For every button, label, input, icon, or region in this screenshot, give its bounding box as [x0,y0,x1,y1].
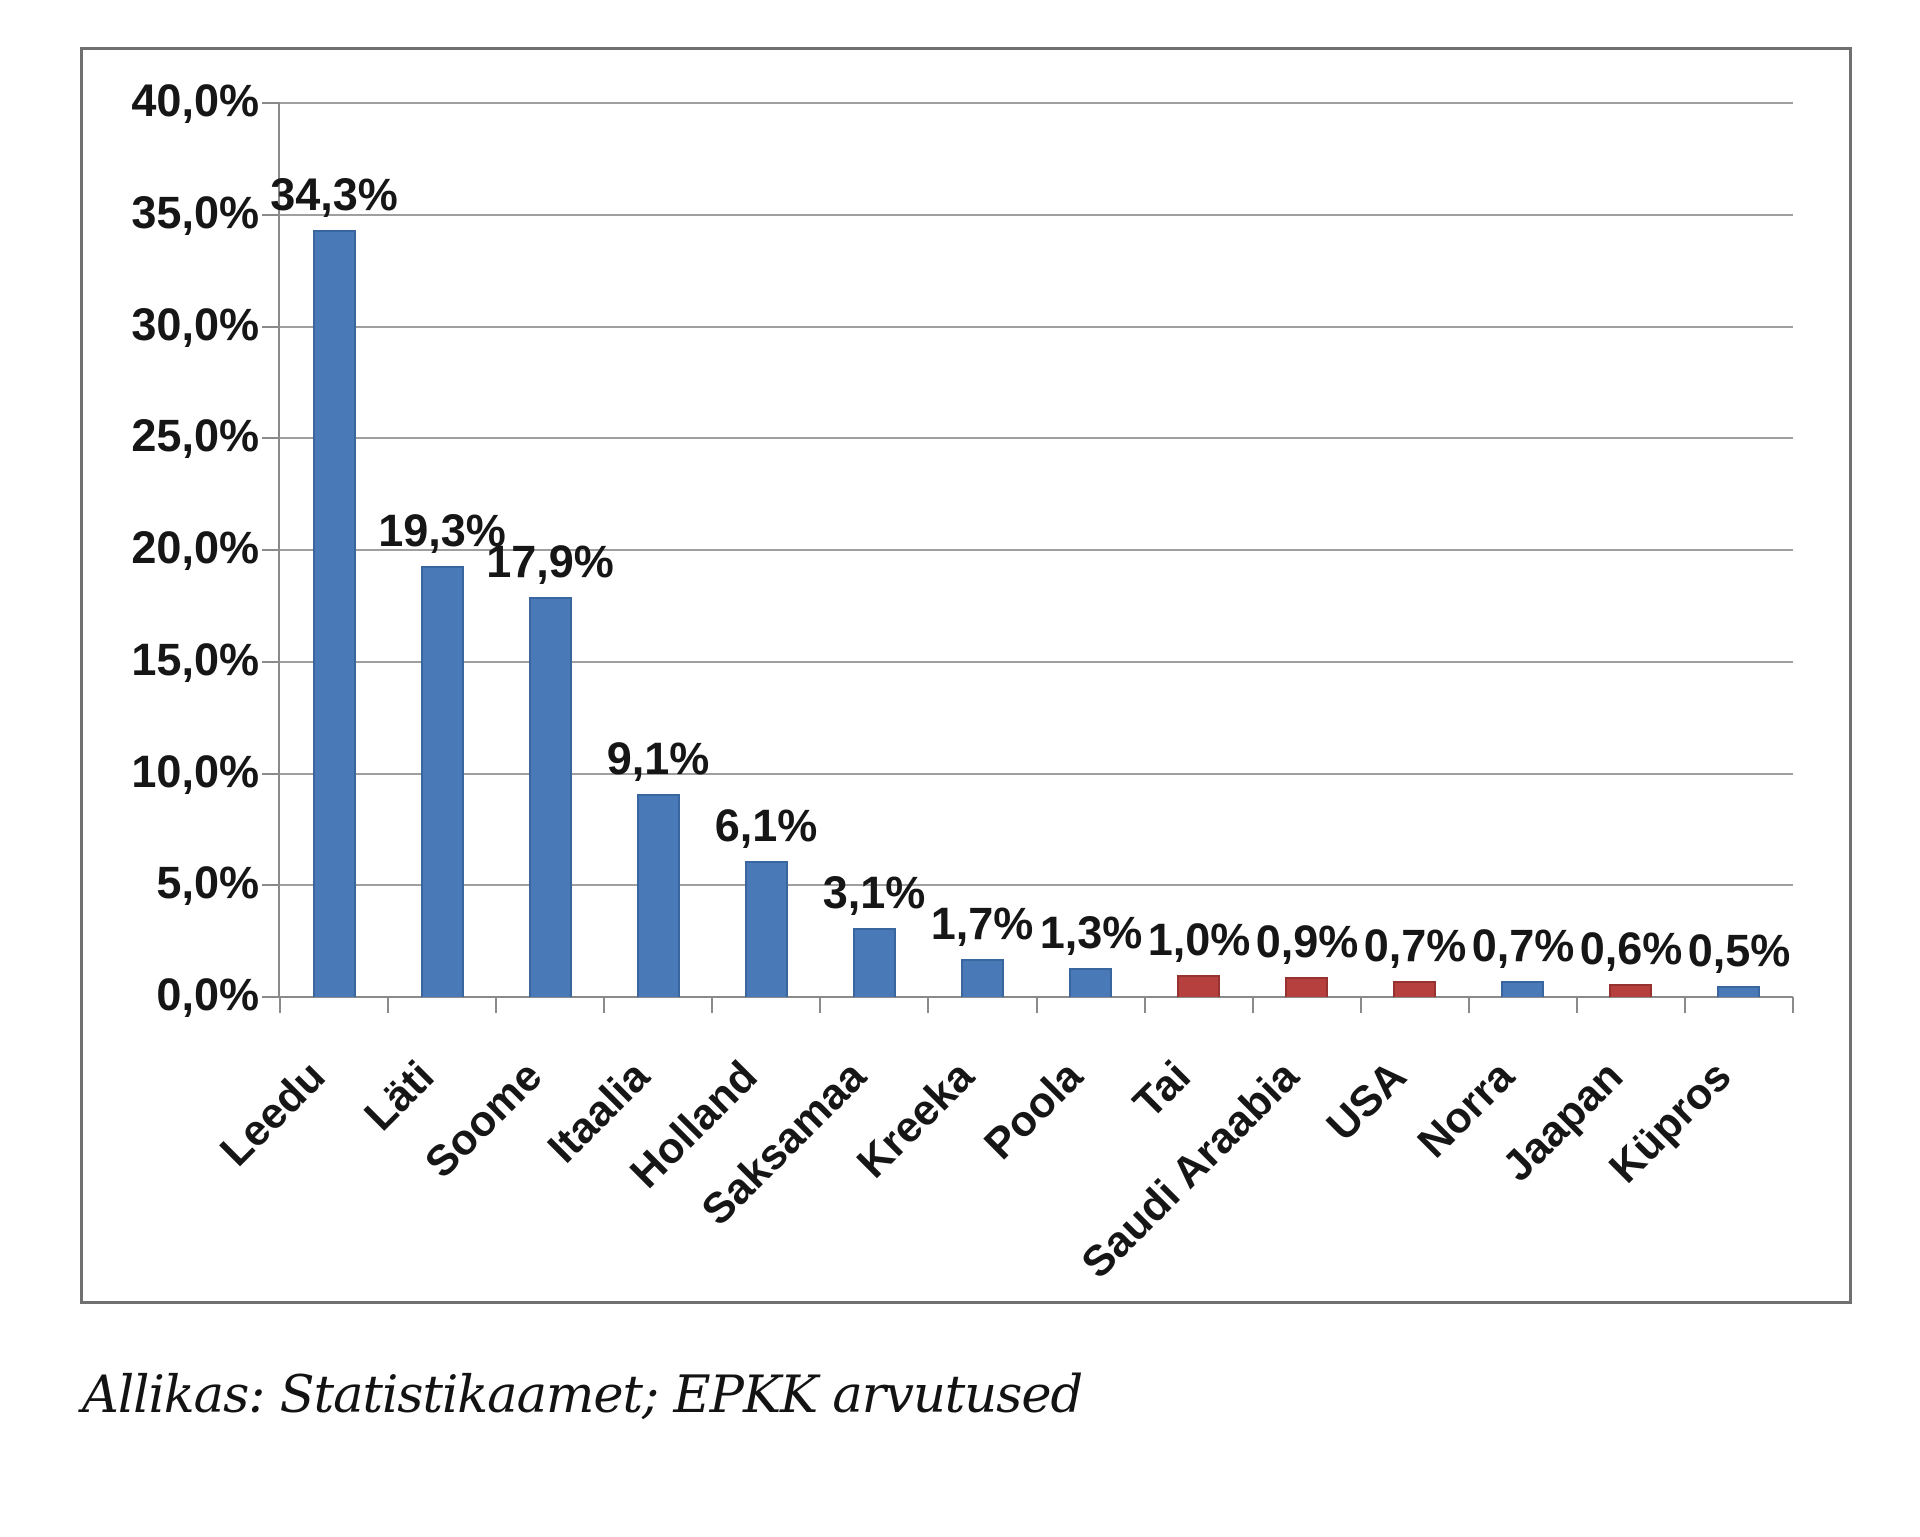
x-axis-tick [1468,997,1470,1013]
x-axis-label-poola: Poola [975,1052,1092,1169]
bar-4-holland [745,861,788,997]
bar-value-label: 0,7% [1363,920,1467,971]
bar-2-soome [529,597,572,997]
bar-5-saksamaa [853,928,896,997]
y-axis-label: 35,0% [131,187,259,238]
y-axis-label: 30,0% [131,299,259,350]
gridline [280,214,1793,216]
x-axis-label-kreeka: Kreeka [847,1052,983,1188]
y-axis-tick [262,884,280,886]
y-axis-tick [262,661,280,663]
x-axis-tick [387,997,389,1013]
bar-6-kreeka [961,959,1004,997]
y-axis-label: 20,0% [131,522,259,573]
gridline [280,549,1793,551]
bar-value-label: 0,9% [1255,916,1359,967]
gridline [280,773,1793,775]
y-axis-label: 0,0% [156,969,259,1020]
bar-value-label: 3,1% [822,867,926,918]
x-axis-tick [1576,997,1578,1013]
bar-value-label: 1,7% [930,898,1034,949]
bar-0-leedu [313,230,356,997]
bar-value-label: 0,5% [1687,925,1791,976]
y-axis-tick [262,773,280,775]
x-axis-tick [1036,997,1038,1013]
bar-value-label: 19,3% [378,505,506,556]
y-axis-label: 5,0% [156,857,259,908]
gridline [280,102,1793,104]
gridline [280,661,1793,663]
chart-frame: 40,0% 35,0% 30,0% 25,0% 20,0% 15,0% 10,0% 5,0% 0… [80,47,1852,1304]
y-axis-label: 15,0% [131,634,259,685]
x-axis-tick [495,997,497,1013]
x-axis-label-soome: Soome [415,1052,551,1188]
bar-value-label: 34,3% [270,169,398,220]
bar-value-label: 0,7% [1471,920,1575,971]
x-axis-tick [1792,997,1794,1013]
x-axis-tick [603,997,605,1013]
gridline [280,437,1793,439]
source-note: Allikas: Statistikaamet; EPKK arvutused [82,1366,1083,1425]
x-axis-label-usa: USA [1317,1052,1416,1151]
bar-10-usa [1393,981,1436,997]
x-axis-tick [711,997,713,1013]
x-axis-tick [1252,997,1254,1013]
bar-value-label: 6,1% [714,800,818,851]
bar-value-label: 0,6% [1579,923,1683,974]
y-axis-tick [262,437,280,439]
y-axis-tick [262,214,280,216]
bar-8-tai [1177,975,1220,997]
y-axis-line [278,103,280,997]
x-axis-label-tai: Tai [1124,1052,1200,1128]
y-axis-label: 40,0% [131,75,259,126]
x-axis-tick [927,997,929,1013]
x-axis-label-lati: Läti [354,1052,443,1141]
y-axis-tick [262,549,280,551]
x-axis-tick [1684,997,1686,1013]
bar-value-label: 1,3% [1039,907,1143,958]
bar-value-label: 9,1% [606,733,710,784]
y-axis-tick [262,326,280,328]
x-axis-line [262,996,1793,998]
x-axis-label-kupros: Küpros [1599,1052,1740,1193]
bar-1-lati [421,566,464,997]
bar-value-label: 1,0% [1147,914,1251,965]
x-axis-label-leedu: Leedu [211,1052,335,1176]
y-axis-label: 25,0% [131,410,259,461]
x-axis-tick [1144,997,1146,1013]
x-axis-tick [1360,997,1362,1013]
x-axis-tick [819,997,821,1013]
x-axis-tick [279,997,281,1013]
gridline [280,326,1793,328]
bar-12-jaapan [1609,984,1652,997]
bar-value-label: 17,9% [486,536,614,587]
bar-9-saudi-araabia [1285,977,1328,997]
gridline [280,884,1793,886]
bar-13-kupros [1717,986,1760,997]
y-axis-label: 10,0% [131,746,259,797]
bar-3-itaalia [637,794,680,997]
bar-11-norra [1501,981,1544,997]
bar-7-poola [1069,968,1112,997]
y-axis-tick [262,102,280,104]
